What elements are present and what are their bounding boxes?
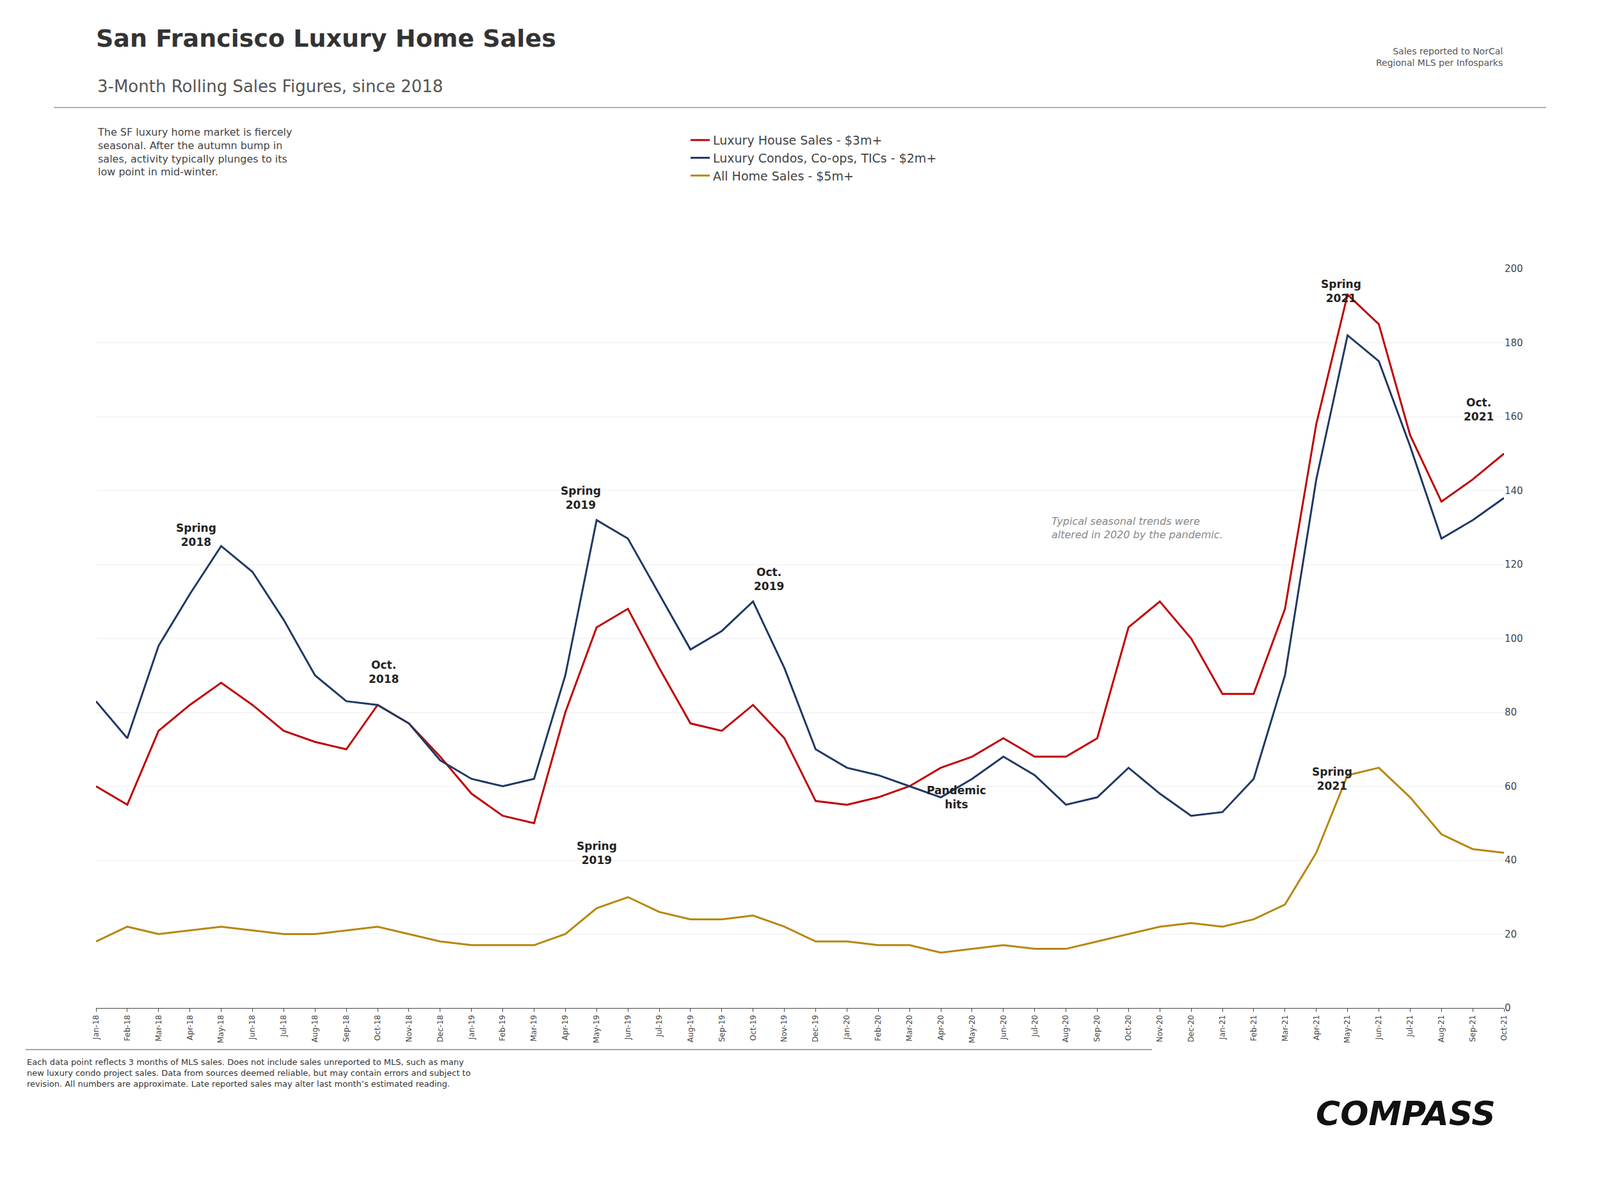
svg-text:Dec-19: Dec-19 <box>810 1015 820 1043</box>
svg-text:Apr-19: Apr-19 <box>560 1015 570 1041</box>
svg-text:20: 20 <box>1504 928 1517 941</box>
svg-text:San Francisco Luxury Home Sale: San Francisco Luxury Home Sales <box>96 24 557 53</box>
svg-text:Sep-18: Sep-18 <box>341 1015 351 1042</box>
svg-text:160: 160 <box>1504 410 1524 423</box>
svg-text:Feb-19: Feb-19 <box>497 1015 507 1042</box>
svg-text:Aug-18: Aug-18 <box>310 1015 320 1043</box>
svg-text:Sep-19: Sep-19 <box>717 1015 727 1042</box>
svg-text:Oct-21: Oct-21 <box>1499 1015 1509 1041</box>
svg-text:Apr-20: Apr-20 <box>936 1015 946 1041</box>
svg-text:All Home Sales - $5m+: All Home Sales - $5m+ <box>712 168 854 184</box>
svg-text:The SF luxury home market is f: The SF luxury home market is fiercelysea… <box>97 126 293 178</box>
svg-text:May-20: May-20 <box>967 1015 977 1044</box>
svg-text:Luxury Condos, Co-ops, TICs -: Luxury Condos, Co-ops, TICs - $2m+ <box>712 151 937 166</box>
svg-text:140: 140 <box>1504 485 1524 497</box>
svg-text:Oct-18: Oct-18 <box>373 1015 383 1041</box>
svg-text:Jul-20: Jul-20 <box>1030 1015 1040 1038</box>
svg-text:Typical seasonal trends wereal: Typical seasonal trends werealtered in 2… <box>1051 515 1224 541</box>
svg-text:May-21: May-21 <box>1342 1015 1352 1044</box>
svg-text:Oct.2019: Oct.2019 <box>753 565 784 593</box>
svg-text:3-Month Rolling Sales Figures,: 3-Month Rolling Sales Figures, since 201… <box>97 76 443 96</box>
svg-text:Sep-21: Sep-21 <box>1468 1015 1478 1042</box>
svg-text:Pandemichits: Pandemichits <box>926 784 987 811</box>
svg-text:Each data point reflects 3 mon: Each data point reflects 3 months of MLS… <box>26 1057 471 1089</box>
svg-text:Spring2021: Spring2021 <box>1312 765 1353 793</box>
svg-text:Jun-20: Jun-20 <box>999 1015 1008 1040</box>
svg-text:Mar-19: Mar-19 <box>529 1015 539 1042</box>
svg-text:Sales reported to NorCalRegion: Sales reported to NorCalRegional MLS per… <box>1376 46 1503 68</box>
svg-text:Nov-20: Nov-20 <box>1155 1015 1165 1043</box>
svg-text:Spring2018: Spring2018 <box>176 521 217 549</box>
svg-text:Jan-19: Jan-19 <box>467 1015 477 1040</box>
svg-text:Jul-19: Jul-19 <box>654 1015 664 1038</box>
svg-text:Oct-19: Oct-19 <box>748 1015 758 1041</box>
svg-text:Jun-19: Jun-19 <box>623 1015 633 1040</box>
svg-text:Feb-21: Feb-21 <box>1249 1015 1259 1042</box>
svg-text:Mar-21: Mar-21 <box>1280 1015 1290 1042</box>
svg-text:Jan-18: Jan-18 <box>91 1015 101 1040</box>
svg-text:Spring2021: Spring2021 <box>1320 277 1362 305</box>
svg-text:Oct.2021: Oct.2021 <box>1463 396 1494 424</box>
svg-text:Dec-18: Dec-18 <box>435 1015 445 1043</box>
svg-text:120: 120 <box>1504 558 1524 571</box>
svg-text:180: 180 <box>1504 337 1524 349</box>
svg-text:Sep-20: Sep-20 <box>1092 1015 1102 1042</box>
svg-text:Mar-20: Mar-20 <box>904 1015 914 1042</box>
svg-text:Luxury House Sales - $3m+: Luxury House Sales - $3m+ <box>712 133 882 148</box>
svg-text:Aug-21: Aug-21 <box>1436 1015 1446 1043</box>
svg-text:Feb-20: Feb-20 <box>873 1015 883 1042</box>
svg-text:200: 200 <box>1504 263 1524 275</box>
svg-text:Oct.2018: Oct.2018 <box>368 658 399 686</box>
svg-text:Apr-21: Apr-21 <box>1312 1015 1321 1041</box>
svg-text:May-18: May-18 <box>216 1015 226 1044</box>
svg-text:Feb-18: Feb-18 <box>122 1015 132 1042</box>
svg-text:COMPASS: COMPASS <box>1315 1094 1496 1133</box>
svg-text:Jun-18: Jun-18 <box>247 1015 257 1040</box>
svg-text:Aug-19: Aug-19 <box>686 1015 696 1043</box>
svg-text:100: 100 <box>1504 632 1524 645</box>
svg-text:40: 40 <box>1504 854 1517 866</box>
svg-text:Jun-21: Jun-21 <box>1374 1015 1384 1040</box>
svg-text:Oct-20: Oct-20 <box>1123 1015 1133 1041</box>
svg-text:Spring2019: Spring2019 <box>576 839 617 867</box>
svg-text:80: 80 <box>1504 706 1517 719</box>
svg-text:Apr-18: Apr-18 <box>185 1015 195 1041</box>
svg-text:May-19: May-19 <box>592 1015 601 1044</box>
svg-text:Dec-20: Dec-20 <box>1186 1015 1196 1043</box>
svg-text:Nov-19: Nov-19 <box>779 1015 789 1043</box>
svg-text:0: 0 <box>1504 1002 1512 1014</box>
svg-text:Jul-18: Jul-18 <box>279 1015 288 1038</box>
svg-text:Nov-18: Nov-18 <box>404 1015 414 1043</box>
svg-text:Jul-21: Jul-21 <box>1405 1015 1415 1038</box>
svg-text:Jan-21: Jan-21 <box>1217 1015 1227 1040</box>
svg-text:Spring2019: Spring2019 <box>560 484 601 512</box>
svg-text:Mar-18: Mar-18 <box>154 1015 164 1042</box>
svg-text:Jan-20: Jan-20 <box>842 1015 852 1040</box>
svg-text:Aug-20: Aug-20 <box>1061 1015 1071 1043</box>
svg-text:60: 60 <box>1504 780 1517 793</box>
